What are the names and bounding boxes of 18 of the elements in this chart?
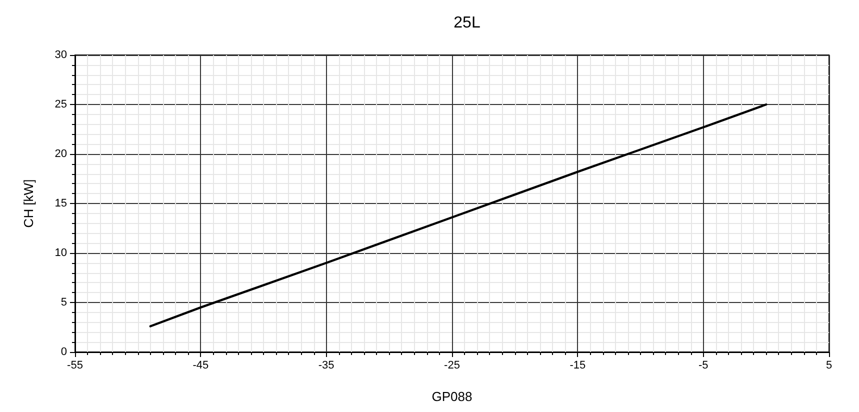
y-tick-label: 15 [54,198,67,210]
y-tick-label: 25 [54,98,67,110]
x-tick-label: -5 [698,360,708,372]
line-series [149,103,768,328]
x-tick-label: -35 [318,360,334,372]
y-tick-label: 30 [54,49,67,61]
y-tick-label: 5 [60,296,67,308]
x-tick-label: -15 [570,360,586,372]
x-tick-label: -55 [67,360,83,372]
y-tick-label: 0 [60,346,67,358]
y-axis-title: CH [kW] [21,179,36,228]
y-tick-label: 10 [54,247,67,259]
x-axis-title: GP088 [432,389,472,404]
y-tick-label: 20 [54,148,67,160]
x-tick-label: -45 [192,360,209,372]
x-tick-label: -25 [444,360,460,372]
x-tick-label: 5 [826,360,832,372]
chart-title: 25L [454,14,480,32]
